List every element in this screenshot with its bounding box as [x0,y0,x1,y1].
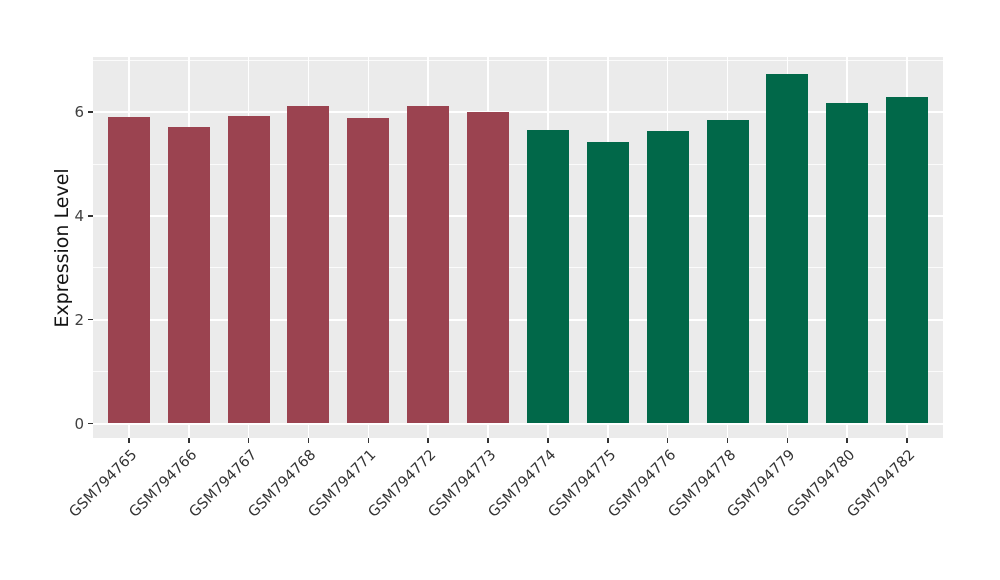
y-tick-label: 4 [74,206,84,225]
x-tick-label: GSM794765 [66,447,141,521]
x-tick-label: GSM794778 [665,447,739,521]
y-tick-label: 0 [74,414,84,433]
x-tick-mark [307,438,310,443]
bar [646,130,689,424]
gridline-minor [93,59,943,61]
gridline-major [93,111,943,114]
x-tick-mark [487,438,489,443]
x-tick-label: GSM794767 [186,447,260,521]
y-tick-mark [88,422,93,425]
x-tick-label: GSM794775 [545,447,620,521]
gridline-minor [93,267,943,269]
x-tick-label: GSM794766 [126,447,201,521]
y-tick-mark [88,111,93,113]
gridline-minor [93,163,943,165]
plot-panel [93,57,943,438]
x-tick-mark [906,438,908,443]
bar [167,127,210,424]
bar [886,97,929,424]
bar [766,74,809,424]
bar [407,106,450,424]
x-tick-label: GSM794768 [246,447,320,521]
bar [586,142,629,424]
x-tick-mark [128,438,130,443]
x-tick-label: GSM794774 [485,447,560,521]
bar [107,117,150,424]
gridline-major [93,214,943,217]
bar [227,116,270,424]
bar [826,103,869,424]
y-tick-mark [88,318,93,321]
x-tick-mark [846,438,848,443]
x-tick-mark [547,438,549,443]
x-tick-mark [188,438,190,443]
x-tick-mark [786,438,789,443]
x-tick-mark [367,438,370,443]
x-tick-label: GSM794772 [365,447,440,521]
bar [526,129,569,424]
x-tick-mark [607,438,609,443]
gridline-minor [93,371,943,373]
y-tick-label: 2 [74,310,84,329]
gridline-major [93,422,943,425]
x-tick-label: GSM794776 [605,447,679,521]
x-tick-label: GSM794782 [844,447,919,521]
x-tick-mark [247,438,250,443]
bar [287,106,330,424]
bar [467,112,510,424]
bar [347,118,390,424]
x-tick-mark [726,438,729,443]
y-tick-label: 6 [74,103,84,122]
gridline-major [93,318,943,321]
y-tick-mark [88,215,93,217]
x-tick-mark [427,438,429,443]
x-tick-label: GSM794779 [724,447,799,521]
x-tick-mark [666,438,669,443]
x-tick-label: GSM794771 [305,447,380,521]
bar [706,119,749,424]
x-tick-label: GSM794773 [425,447,500,521]
x-tick-label: GSM794780 [784,447,859,521]
